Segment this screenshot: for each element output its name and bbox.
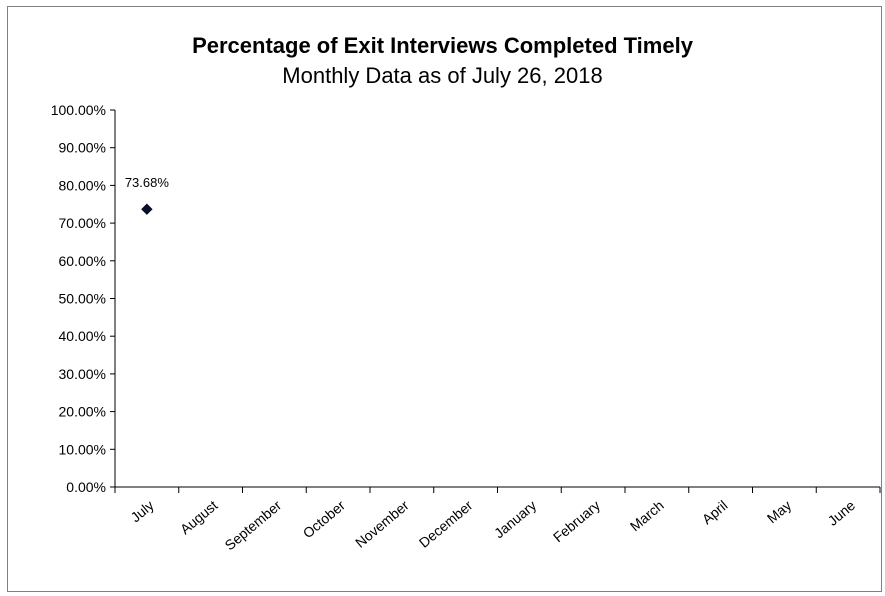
y-tick-label: 100.00% (51, 102, 106, 118)
y-tick-label: 50.00% (59, 291, 106, 307)
chart-subtitle: Monthly Data as of July 26, 2018 (282, 63, 603, 88)
x-tick-label: May (764, 497, 795, 526)
data-label: 73.68% (125, 175, 170, 190)
y-tick-label: 20.00% (59, 404, 106, 420)
y-tick-label: 30.00% (59, 366, 106, 382)
x-tick-label: March (627, 497, 667, 534)
x-tick-label: August (177, 497, 221, 537)
y-tick-label: 60.00% (59, 253, 106, 269)
x-tick-label: September (222, 497, 285, 553)
data-point-marker (141, 203, 153, 215)
y-tick-label: 40.00% (59, 328, 106, 344)
x-tick-label: October (300, 497, 349, 541)
chart-title: Percentage of Exit Interviews Completed … (192, 33, 693, 58)
x-tick-label: June (825, 497, 859, 529)
y-tick-label: 80.00% (59, 177, 106, 193)
chart-frame (7, 6, 882, 592)
y-tick-label: 0.00% (66, 479, 106, 495)
x-tick-label: February (550, 497, 603, 545)
x-tick-label: November (352, 497, 412, 551)
x-tick-label: January (491, 497, 539, 541)
x-tick-label: July (127, 497, 156, 525)
y-tick-label: 90.00% (59, 140, 106, 156)
y-tick-label: 10.00% (59, 441, 106, 457)
x-tick-label: December (416, 497, 476, 551)
y-tick-label: 70.00% (59, 215, 106, 231)
x-tick-label: April (699, 497, 731, 527)
